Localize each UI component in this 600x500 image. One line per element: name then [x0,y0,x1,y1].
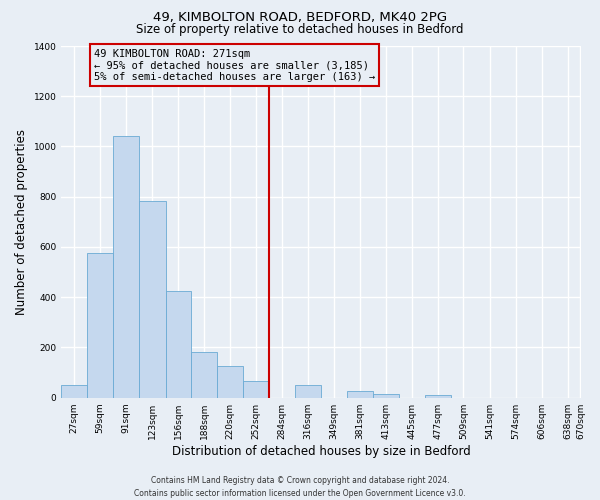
Bar [295,385,322,398]
Y-axis label: Number of detached properties: Number of detached properties [15,129,28,315]
Text: Contains HM Land Registry data © Crown copyright and database right 2024.
Contai: Contains HM Land Registry data © Crown c… [134,476,466,498]
Bar [61,385,87,398]
Bar [139,200,166,398]
Bar [373,394,399,398]
Bar [347,392,373,398]
Bar [243,382,269,398]
Text: Size of property relative to detached houses in Bedford: Size of property relative to detached ho… [136,22,464,36]
Bar [425,395,451,398]
Bar [166,291,191,398]
Bar [87,254,113,398]
Text: 49, KIMBOLTON ROAD, BEDFORD, MK40 2PG: 49, KIMBOLTON ROAD, BEDFORD, MK40 2PG [153,11,447,24]
Bar [113,136,139,398]
Bar [191,352,217,398]
X-axis label: Distribution of detached houses by size in Bedford: Distribution of detached houses by size … [172,444,470,458]
Bar [217,366,243,398]
Text: 49 KIMBOLTON ROAD: 271sqm
← 95% of detached houses are smaller (3,185)
5% of sem: 49 KIMBOLTON ROAD: 271sqm ← 95% of detac… [94,48,375,82]
